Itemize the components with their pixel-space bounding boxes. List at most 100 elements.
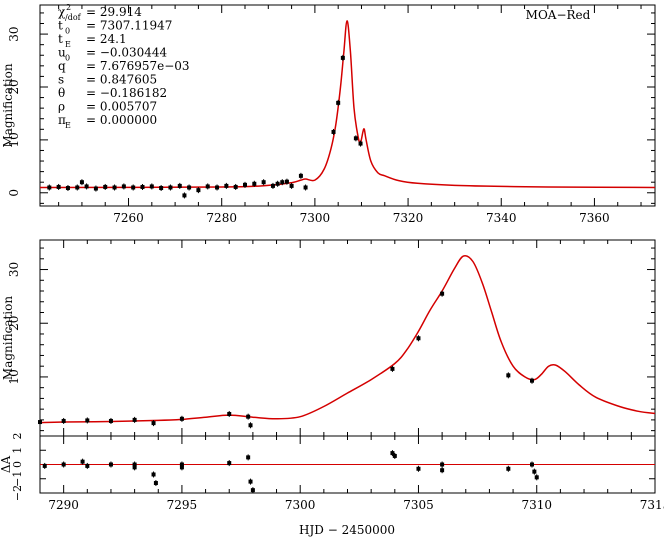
param-symbol: θ [58, 86, 65, 100]
y-tick-label: 30 [7, 262, 21, 277]
param-symbol: t [58, 19, 63, 33]
residual-panel: 7290 7295 7300 7305 7310 7315 −2−1 0 1 2 ΔA HJD − 2… [0, 433, 664, 538]
data-point [275, 181, 280, 186]
data-point [56, 184, 61, 189]
data-point [84, 184, 89, 189]
data-point [179, 465, 184, 470]
param-value: = 0.005707 [86, 100, 157, 114]
param-subscript: 0 [65, 27, 70, 36]
data-point [140, 184, 145, 189]
dataset-label: MOA−Red [526, 8, 591, 22]
param-symbol: s [58, 73, 64, 87]
data-point [532, 469, 537, 474]
data-point [534, 475, 539, 480]
top-y-axis-label: Magnification [1, 63, 15, 147]
data-point [205, 184, 210, 189]
data-point [248, 479, 253, 484]
param-value: = −0.186182 [86, 86, 167, 100]
x-tick-label: 7320 [393, 211, 424, 225]
param-row: ρ = 0.005707 [58, 100, 157, 114]
x-tick-label: 7260 [113, 211, 144, 225]
param-value: = 0.000000 [86, 113, 157, 127]
data-point [530, 462, 534, 467]
middle-y-axis-label: Magnification [1, 296, 15, 380]
model-curve [39, 20, 656, 189]
data-point [61, 462, 66, 467]
data-point [390, 451, 395, 456]
data-point [227, 461, 232, 466]
data-point [246, 414, 251, 419]
data-point [233, 184, 238, 189]
x-tick-label: 7305 [403, 498, 434, 512]
data-point [224, 183, 229, 188]
data-point [392, 453, 397, 458]
middle-plot-frame [39, 239, 656, 437]
data-point [440, 462, 445, 467]
data-point [38, 420, 42, 425]
data-point [61, 418, 66, 423]
data-point [131, 185, 136, 190]
data-point [149, 184, 154, 189]
x-tick-label: 7295 [167, 498, 198, 512]
param-value: = 7307.11947 [86, 19, 172, 33]
data-point [298, 173, 303, 178]
data-point [227, 411, 232, 416]
data-point [79, 180, 84, 185]
param-symbol: q [58, 59, 66, 73]
data-point [284, 179, 289, 184]
param-subscript: 0 [65, 54, 70, 63]
x-tick-label: 7290 [48, 498, 79, 512]
data-point [215, 185, 220, 190]
param-subscript: E [65, 121, 71, 130]
data-point [196, 188, 201, 193]
data-point [280, 180, 285, 185]
param-row: t 0 = 7307.11947 [58, 19, 172, 36]
top-plot-frame [39, 4, 656, 207]
top-panel: 7260 7280 7300 7320 7340 73600102030Magnifica… [1, 3, 656, 225]
data-point [65, 186, 70, 191]
data-point [506, 466, 511, 471]
param-symbol: π [58, 113, 66, 127]
param-row: χ 2/dof = 29.914 [58, 3, 142, 22]
data-point [340, 55, 345, 60]
param-row: q = 7.676957e−03 [58, 59, 190, 73]
data-point [151, 421, 156, 426]
data-point [177, 183, 182, 188]
y-tick-label: 30 [7, 26, 21, 41]
data-point [331, 129, 336, 134]
data-point [103, 184, 108, 189]
data-point [289, 183, 294, 188]
data-point [179, 416, 184, 421]
data-point [336, 100, 341, 105]
param-superscript: 2 [66, 3, 71, 12]
x-tick-label: 7360 [579, 211, 610, 225]
middle-panel: 10 20 30 Magnification [1, 239, 656, 437]
data-point [303, 185, 308, 190]
param-value: = 29.914 [86, 5, 142, 19]
data-point [248, 423, 253, 428]
data-point [151, 472, 156, 477]
y-tick-label: 20 [7, 316, 21, 331]
x-tick-label: 7280 [206, 211, 237, 225]
data-point [159, 186, 164, 191]
data-point [93, 186, 98, 191]
param-row: π E = 0.000000 [58, 113, 157, 130]
data-point [42, 463, 47, 468]
param-subscript: /dof [65, 13, 82, 22]
param-symbol: t [58, 32, 63, 46]
data-point [168, 185, 173, 190]
data-point [153, 481, 158, 486]
x-tick-label: 7310 [521, 498, 552, 512]
data-point [261, 180, 266, 185]
data-point [353, 136, 358, 141]
data-point [250, 488, 255, 493]
y-tick-label: 10 [7, 132, 21, 147]
data-point [85, 463, 90, 468]
data-point [108, 462, 113, 467]
param-symbol: ρ [58, 100, 65, 114]
param-row: u 0 = −0.030444 [58, 46, 168, 63]
param-row: t E = 24.1 [58, 32, 127, 49]
y-tick-label: 0 [11, 461, 24, 468]
residual-y-axis-label: ΔA [0, 456, 13, 474]
data-point [121, 184, 126, 189]
